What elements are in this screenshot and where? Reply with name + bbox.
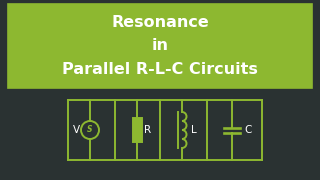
Text: V: V: [72, 125, 80, 135]
Text: L: L: [191, 125, 197, 135]
Bar: [132, 118, 141, 142]
Text: C: C: [244, 125, 252, 135]
Text: Parallel R-L-C Circuits: Parallel R-L-C Circuits: [62, 62, 258, 77]
Text: S: S: [87, 125, 93, 134]
Text: R: R: [144, 125, 152, 135]
Bar: [8, 4, 312, 88]
Text: Resonance: Resonance: [111, 15, 209, 30]
Text: in: in: [151, 39, 169, 53]
